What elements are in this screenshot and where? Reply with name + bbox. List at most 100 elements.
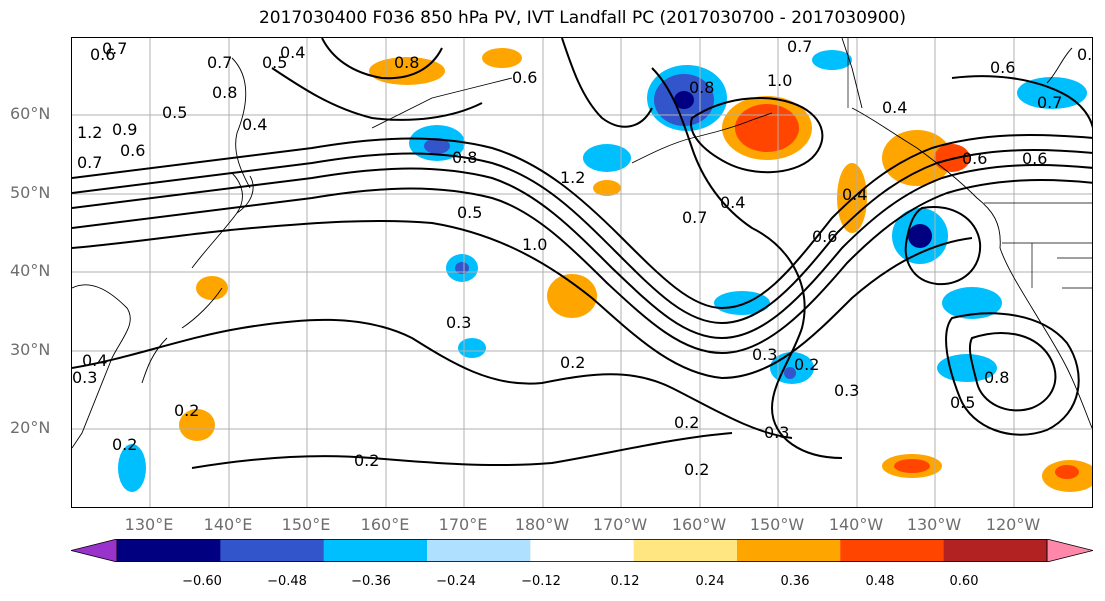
colorbar-tick: −0.48: [267, 574, 307, 589]
contour-label: 0.5: [950, 393, 975, 412]
contour-label: 0.9: [112, 120, 137, 139]
negative-anomaly-region: [455, 262, 469, 274]
contour-label: 0.2: [674, 413, 699, 432]
contour-label: 0.7: [77, 153, 102, 172]
positive-anomaly-region: [482, 48, 522, 68]
contour-label: 0.6: [962, 149, 987, 168]
contour-label: 0.7: [787, 38, 812, 56]
colorbar-tick: 0.48: [865, 574, 895, 589]
colorbar-segment: [737, 539, 841, 562]
lon-label-160w: 160°W: [671, 515, 727, 534]
colorbar-segment: [840, 539, 945, 562]
map-canvas: 0.7 0.6 0.4 0.5 0.8 0.8 0.7 0.6 0.7 1.0 …: [72, 38, 1093, 507]
contour-label: 0.6: [812, 227, 837, 246]
lon-label-170e: 170°E: [438, 515, 488, 534]
negative-anomaly-region: [942, 287, 1002, 319]
lon-label-150w: 150°W: [749, 515, 805, 534]
lon-label-180w: 180°W: [514, 515, 570, 534]
lat-label-60n: 60°N: [10, 104, 51, 123]
negative-anomaly-region: [583, 144, 631, 172]
positive-anomaly-region: [735, 104, 799, 152]
colorbar-extend-high: [1046, 539, 1093, 562]
negative-anomaly-region: [118, 444, 146, 492]
colorbar-tick: −0.12: [521, 574, 561, 589]
positive-anomaly-region: [894, 459, 930, 473]
map-panel: 0.7 0.6 0.4 0.5 0.8 0.8 0.7 0.6 0.7 1.0 …: [71, 37, 1093, 508]
lon-label-150e: 150°E: [281, 515, 331, 534]
contour-label: 0.3: [446, 313, 471, 332]
contour-label: 0.4: [720, 193, 745, 212]
contour-label: 0.2: [112, 435, 137, 454]
contour-label: 0.6: [990, 58, 1015, 77]
contour-label: 0.4: [842, 185, 867, 204]
colorbar-tick: −0.60: [182, 574, 222, 589]
colorbar-segment: [117, 539, 221, 562]
colorbar-segment: [530, 539, 635, 562]
contour-label: 0.7: [207, 53, 232, 72]
colorbar-segment: [427, 539, 531, 562]
negative-anomaly-region: [674, 91, 694, 109]
positive-anomaly-region: [593, 180, 621, 196]
colorbar-tick: 0.36: [780, 574, 810, 589]
lon-label-130w: 130°W: [906, 515, 962, 534]
positive-anomaly-region: [179, 409, 215, 441]
contour-label: 1.0: [522, 235, 547, 254]
contour-label: 0.3: [834, 381, 859, 400]
colorbar-tick: 0.12: [610, 574, 640, 589]
lon-label-140e: 140°E: [203, 515, 253, 534]
contour-label: 0.3: [752, 345, 777, 364]
contour-label: 0.7: [102, 39, 127, 58]
contour-label: 0.2: [560, 353, 585, 372]
contour-label: 0.3: [764, 423, 789, 442]
positive-anomaly-region: [547, 274, 597, 318]
negative-anomaly-region: [458, 338, 486, 358]
lat-label-40n: 40°N: [10, 261, 51, 280]
contour-lines: [72, 38, 1092, 469]
lat-label-20n: 20°N: [10, 418, 51, 437]
contour-label: 0.4: [242, 115, 267, 134]
colorbar-segments: [71, 539, 1093, 562]
colorbar-tick: −0.36: [351, 574, 391, 589]
contour-label: 0.2: [354, 451, 379, 470]
contour-label: 0.5: [457, 203, 482, 222]
colorbar: [71, 539, 1093, 562]
negative-anomaly-region: [1017, 77, 1087, 109]
colorbar-segment: [943, 539, 1048, 562]
colorbar-frame: [116, 539, 1048, 562]
contour-label: 1.2: [77, 123, 102, 142]
contour-label: 0.2: [174, 401, 199, 420]
contour-label: 0.6: [512, 68, 537, 87]
colorbar-tick: 0.24: [695, 574, 725, 589]
colorbar-extend-low: [71, 539, 118, 562]
lon-label-160e: 160°E: [360, 515, 410, 534]
contour-label: 0.7: [1037, 93, 1062, 112]
negative-anomaly-region: [424, 138, 450, 154]
contour-label: 0.6: [120, 141, 145, 160]
lat-label-50n: 50°N: [10, 183, 51, 202]
contour-label: 0.8: [689, 78, 714, 97]
lat-label-30n: 30°N: [10, 340, 51, 359]
contour-label: 0.3: [72, 368, 97, 387]
contour-label: 0.6: [1022, 149, 1047, 168]
colorbar-segment: [220, 539, 325, 562]
positive-anomaly-region: [1055, 465, 1079, 479]
lon-label-120w: 120°W: [985, 515, 1041, 534]
contour-label: 0.8: [212, 83, 237, 102]
positive-anomaly-region: [196, 276, 228, 300]
negative-anomaly-region: [784, 367, 796, 379]
contour-label: 1.2: [560, 168, 585, 187]
contour-label: 1.0: [767, 71, 792, 90]
contour-label: 0.8: [984, 368, 1009, 387]
graticule: [72, 38, 1092, 507]
contour-label: 0.2: [794, 355, 819, 374]
contour-label: 0.7: [682, 208, 707, 227]
colorbar-tick: −0.24: [436, 574, 476, 589]
political-borders: [847, 38, 1092, 289]
figure-title: 2017030400 F036 850 hPa PV, IVT Landfall…: [258, 8, 906, 28]
contour-label: 0.8: [394, 53, 419, 72]
contour-label: 0.4: [280, 43, 305, 62]
contour-label: 0.2: [684, 460, 709, 479]
contour-labels: 0.7 0.6 0.4 0.5 0.8 0.8 0.7 0.6 0.7 1.0 …: [72, 38, 1093, 479]
colorbar-segment: [323, 539, 428, 562]
contour-label: 0.7: [1077, 45, 1093, 64]
